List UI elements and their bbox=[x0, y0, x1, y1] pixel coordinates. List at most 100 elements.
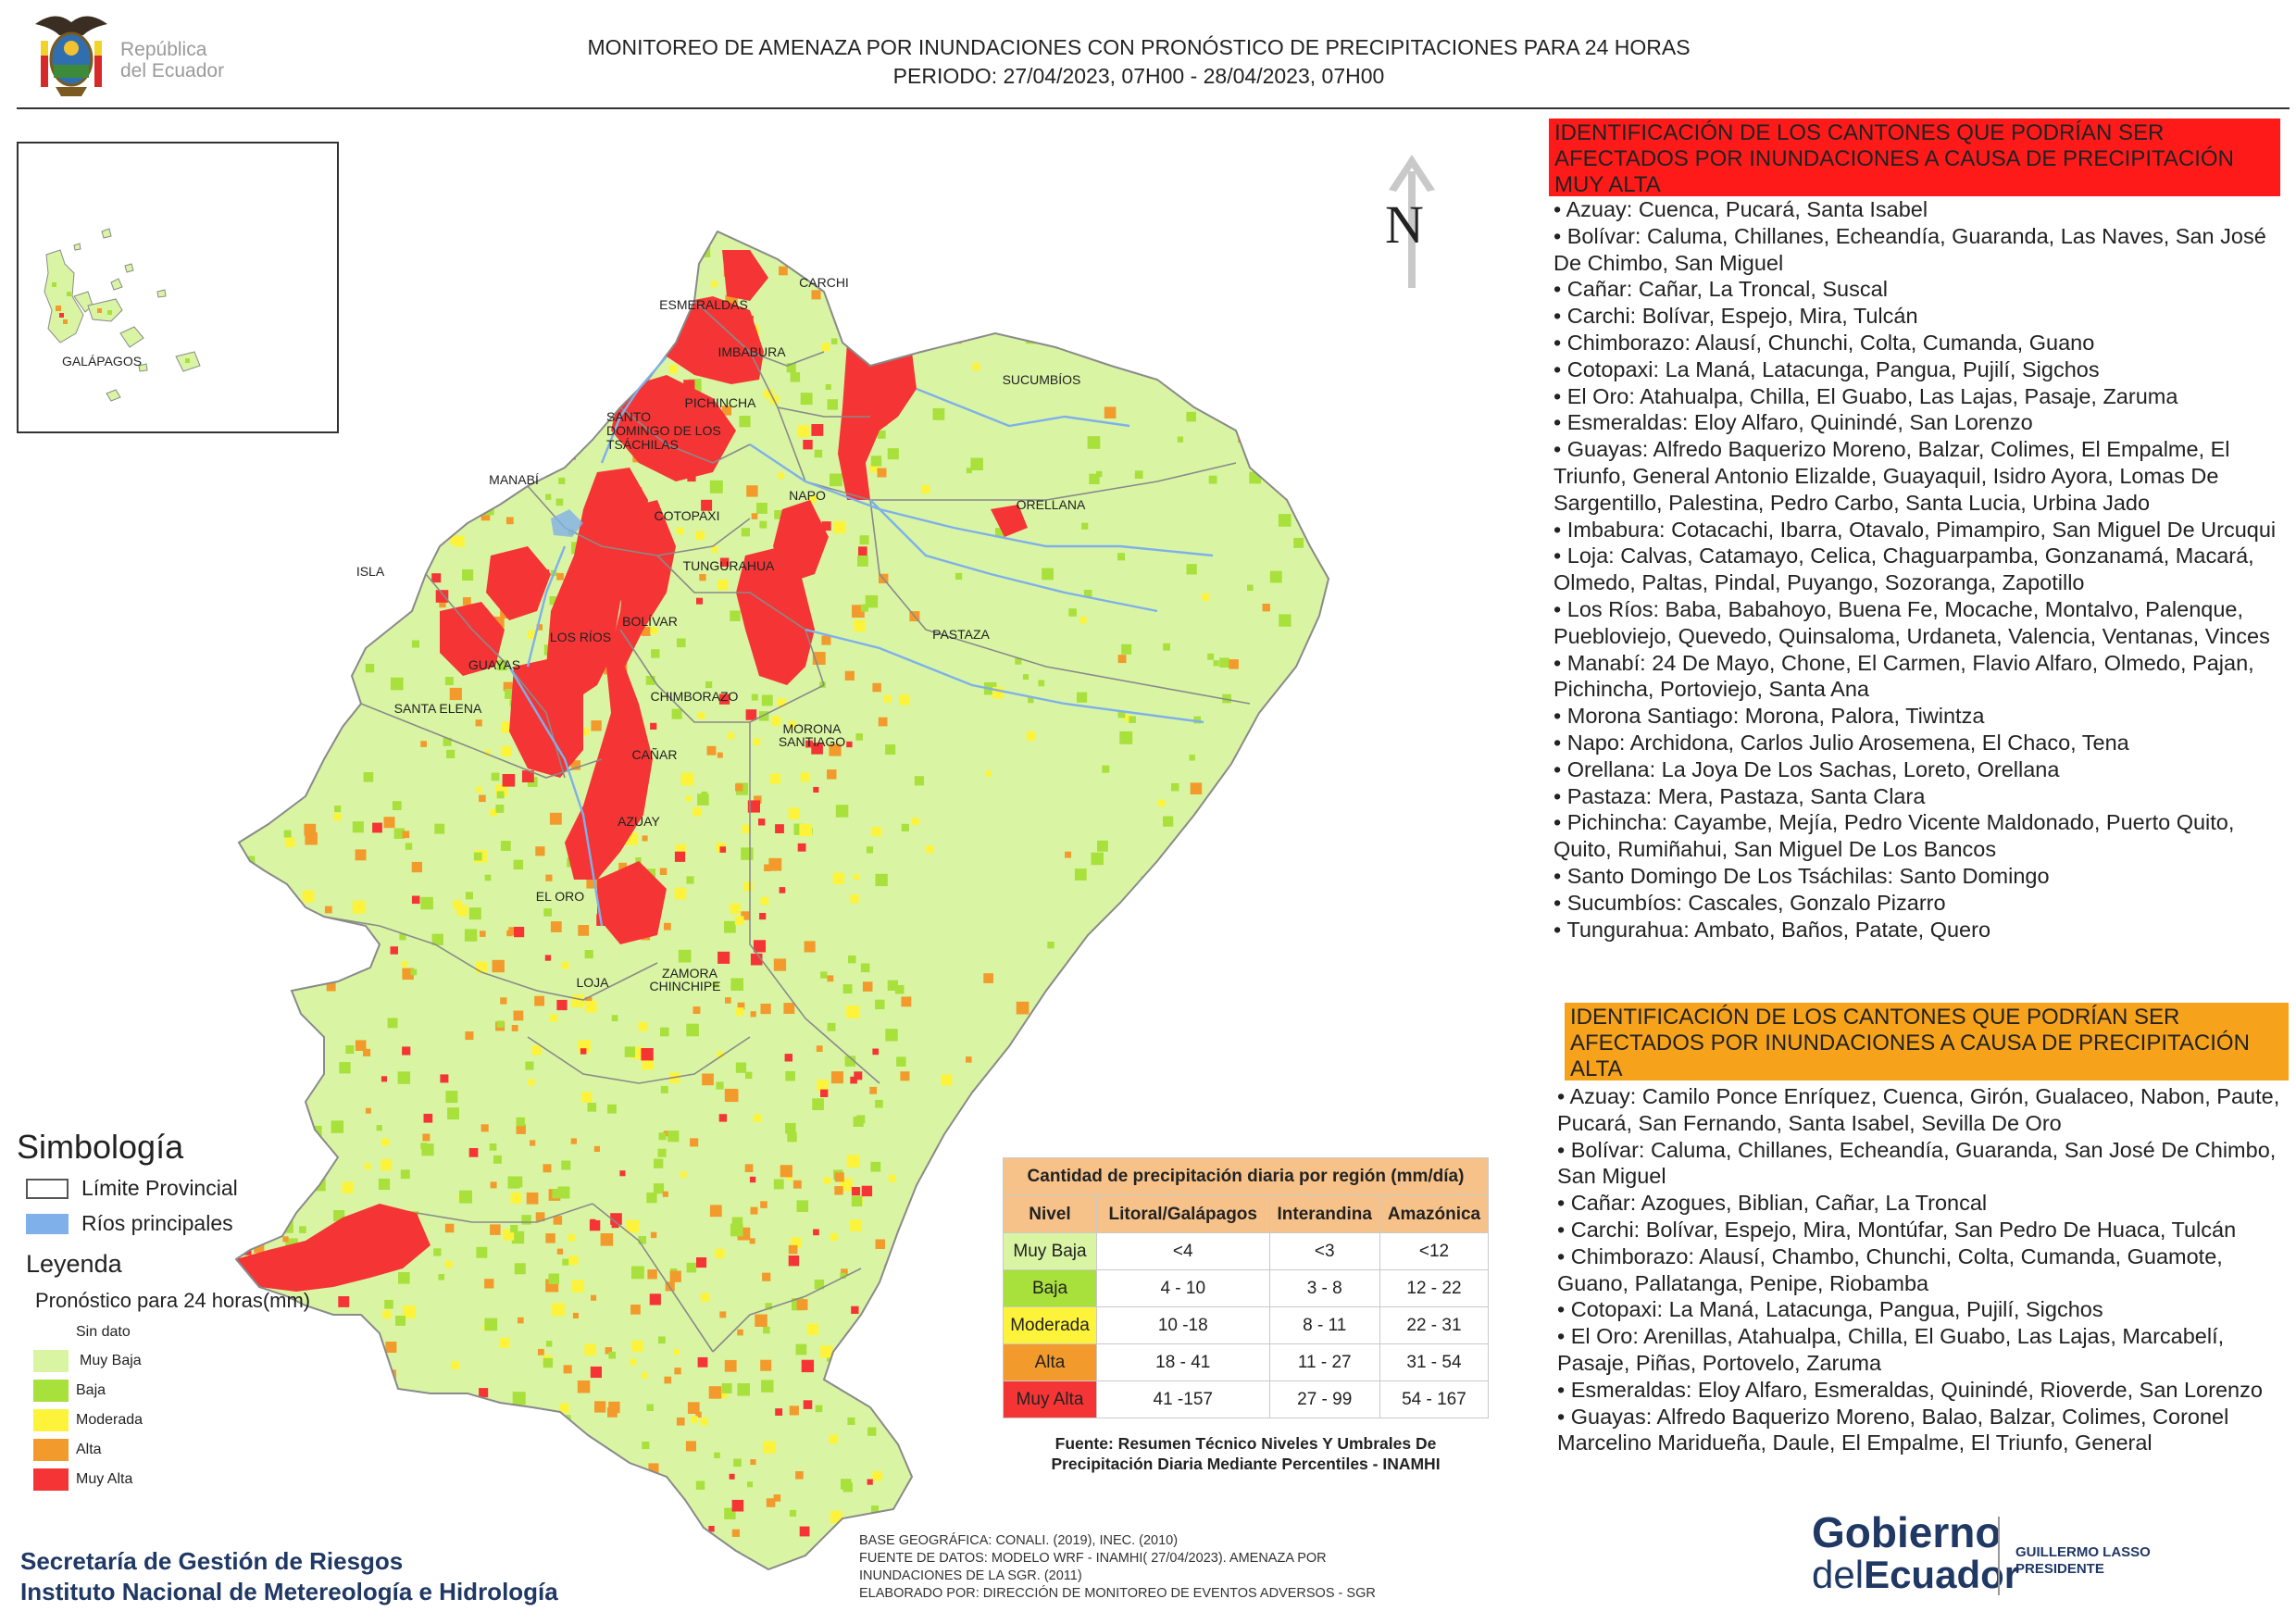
gov-separator bbox=[1998, 1517, 2000, 1595]
muy-alta-item: • Los Ríos: Baba, Babahoyo, Buena Fe, Mo… bbox=[1554, 596, 2270, 648]
logo-text-line2: del Ecuador bbox=[120, 60, 225, 81]
label-chimborazo: CHIMBORAZO bbox=[651, 689, 739, 704]
table-cell-nivel: Muy Baja bbox=[1003, 1232, 1097, 1270]
label-morona-1: MORONA bbox=[783, 721, 842, 736]
th-interandina: Interandina bbox=[1268, 1195, 1380, 1233]
credits-fuente: FUENTE DE DATOS: MODELO WRF - INAMHI( 27… bbox=[859, 1551, 1327, 1566]
pres-name: GUILLERMO LASSO bbox=[2015, 1544, 2151, 1560]
label-manabi: MANABÍ bbox=[489, 472, 539, 487]
muy-alta-item: • Tungurahua: Ambato, Baños, Patate, Que… bbox=[1554, 917, 1991, 942]
north-arrow-icon bbox=[1389, 155, 1435, 288]
th-amazonica: Amazónica bbox=[1379, 1195, 1490, 1233]
muy-alta-item: • Imbabura: Cotacachi, Ibarra, Otavalo, … bbox=[1554, 517, 2277, 542]
muy-alta-zones bbox=[236, 250, 1028, 1292]
sin-dato-swatch bbox=[33, 1321, 69, 1343]
label-canar: CAÑAR bbox=[631, 747, 677, 762]
label-napo: NAPO bbox=[789, 488, 826, 503]
table-row: Alta 18 - 41 11 - 27 31 - 54 bbox=[1003, 1343, 1490, 1381]
label-azuay: AZUAY bbox=[618, 814, 660, 829]
muy-alta-swatch bbox=[33, 1468, 69, 1491]
label-bolivar: BOLÍVAR bbox=[622, 614, 678, 629]
muy-alta-item: • Carchi: Bolívar, Espejo, Mira, Tulcán bbox=[1554, 304, 1918, 329]
main-rivers bbox=[507, 356, 1214, 927]
label-pastaza: PASTAZA bbox=[932, 627, 990, 642]
rios-swatch bbox=[26, 1214, 69, 1234]
label-esmeraldas: ESMERALDAS bbox=[659, 297, 748, 312]
table-row: Muy Alta 41 -157 27 - 99 54 - 167 bbox=[1003, 1380, 1490, 1418]
sin-dato-label: Sin dato bbox=[76, 1324, 131, 1340]
muy-alta-item: • Azuay: Cuenca, Pucará, Santa Isabel bbox=[1554, 197, 1928, 221]
muy-alta-item: • El Oro: Atahualpa, Chilla, El Guabo, L… bbox=[1554, 383, 2178, 408]
gov-del: del bbox=[1812, 1553, 1865, 1596]
alta-item: • Bolívar: Caluma, Chillanes, Echeandía,… bbox=[1557, 1137, 2277, 1189]
label-santo-domingo-1: SANTO bbox=[606, 409, 651, 424]
label-cotopaxi: COTOPAXI bbox=[654, 508, 719, 523]
moderada-swatch bbox=[33, 1409, 69, 1431]
muy-alta-item: • Bolívar: Caluma, Chillanes, Echeandía,… bbox=[1554, 223, 2266, 275]
rios-label: Ríos principales bbox=[81, 1211, 233, 1235]
label-orellana: ORELLANA bbox=[1017, 497, 1086, 512]
provincial-boundaries bbox=[323, 300, 1251, 1353]
province-labels: CARCHI ESMERALDAS IMBABURA SUCUMBÍOS PIC… bbox=[356, 275, 1086, 993]
muy-baja-swatch bbox=[33, 1350, 69, 1372]
gov-ecuador: delEcuador bbox=[1812, 1554, 2019, 1596]
galapagos-inset: GALÁPAGOS bbox=[17, 142, 339, 433]
map-credits: BASE GEOGRÁFICA: CONALI. (2019), INEC. (… bbox=[859, 1532, 1376, 1603]
label-santa-elena: SANTA ELENA bbox=[394, 701, 482, 716]
alta-item: • Carchi: Bolívar, Espejo, Mira, Montúfa… bbox=[1557, 1217, 2237, 1242]
pres-title: PRESIDENTE bbox=[2015, 1561, 2104, 1577]
credits-elaborado: ELABORADO POR: DIRECCIÓN DE MONITOREO DE… bbox=[859, 1586, 1376, 1601]
logo-text-line1: República bbox=[120, 39, 207, 60]
label-sucumbios: SUCUMBÍOS bbox=[1003, 372, 1081, 387]
muy-alta-label: Muy Alta bbox=[76, 1471, 133, 1487]
table-cell-amazonica: 54 - 167 bbox=[1379, 1380, 1490, 1418]
muy-alta-item: • Esmeraldas: Eloy Alfaro, Quinindé, San… bbox=[1554, 410, 2033, 435]
baja-swatch bbox=[33, 1380, 69, 1402]
gobierno-logo: Gobierno delEcuador GUILLERMO LASSO PRES… bbox=[1801, 1509, 2171, 1611]
inset-label-galapagos: GALÁPAGOS bbox=[62, 354, 142, 369]
table-cell-amazonica: 31 - 54 bbox=[1379, 1343, 1490, 1381]
moderada-label: Moderada bbox=[76, 1412, 144, 1428]
alta-item: • El Oro: Arenillas, Atahualpa, Chilla, … bbox=[1557, 1324, 2225, 1375]
table-cell-litoral: 41 -157 bbox=[1096, 1380, 1270, 1418]
alta-heading: IDENTIFICACIÓN DE LOS CANTONES QUE PODRÍ… bbox=[1565, 1003, 2289, 1081]
leyenda-title: Leyenda bbox=[26, 1250, 122, 1278]
galapagos-map: GALÁPAGOS bbox=[44, 228, 201, 402]
table-cell-litoral: 4 - 10 bbox=[1096, 1269, 1270, 1307]
agency-sgr: Secretaría de Gestión de Riesgos bbox=[20, 1547, 404, 1575]
table-cell-interandina: 8 - 11 bbox=[1268, 1306, 1380, 1344]
table-cell-amazonica: <12 bbox=[1379, 1232, 1490, 1270]
muy-alta-canton-list: • Azuay: Cuenca, Pucará, Santa Isabel • B… bbox=[1554, 196, 2285, 943]
muy-alta-item: • Orellana: La Joya De Los Sachas, Loret… bbox=[1554, 756, 2060, 781]
muy-alta-item: • Santo Domingo De Los Tsáchilas: Santo … bbox=[1554, 863, 2050, 888]
header-divider bbox=[17, 107, 2290, 109]
alta-item: • Guayas: Alfredo Baquerizo Moreno, Bala… bbox=[1557, 1404, 2229, 1455]
alta-item: • Azuay: Camilo Ponce Enríquez, Cuenca, … bbox=[1557, 1084, 2280, 1135]
muy-alta-item: • Pastaza: Mera, Pastaza, Santa Clara bbox=[1554, 783, 1926, 808]
muy-alta-item: • Pichincha: Cayambe, Mejía, Pedro Vicen… bbox=[1554, 810, 2235, 862]
credits-base: BASE GEOGRÁFICA: CONALI. (2019), INEC. (… bbox=[859, 1533, 1179, 1548]
agency-inamhi: Instituto Nacional de Metereología e Hid… bbox=[20, 1578, 558, 1605]
alta-item: • Cañar: Azogues, Biblian, Cañar, La Tro… bbox=[1557, 1191, 1988, 1216]
label-zamora-1: ZAMORA bbox=[662, 966, 718, 981]
muy-alta-item: • Napo: Archidona, Carlos Julio Arosemen… bbox=[1554, 730, 2129, 755]
table-cell-nivel: Alta bbox=[1003, 1343, 1097, 1381]
muy-alta-heading: IDENTIFICACIÓN DE LOS CANTONES QUE PODRÍ… bbox=[1549, 119, 2280, 197]
label-tungurahua: TUNGURAHUA bbox=[683, 558, 775, 573]
title-period: PERIODO: 27/04/2023, 07H00 - 28/04/2023,… bbox=[892, 64, 1385, 88]
label-carchi: CARCHI bbox=[799, 275, 849, 290]
map-title: MONITOREO DE AMENAZA POR INUNDACIONES CO… bbox=[398, 33, 1879, 91]
table-cell-nivel: Moderada bbox=[1003, 1306, 1097, 1344]
gov-gobierno: Gobierno bbox=[1812, 1508, 2002, 1556]
agency-names: Secretaría de Gestión de Riesgos Institu… bbox=[20, 1546, 558, 1607]
table-cell-amazonica: 22 - 31 bbox=[1379, 1306, 1490, 1344]
table-source-line2: Precipitación Diaria Mediante Percentile… bbox=[1051, 1455, 1441, 1473]
table-cell-interandina: <3 bbox=[1268, 1232, 1380, 1270]
credits-fuente-2: INUNDACIONES DE LA SGR. (2011) bbox=[859, 1568, 1082, 1583]
alta-item: • Chimborazo: Alausí, Chambo, Chunchi, C… bbox=[1557, 1243, 2223, 1295]
title-line1: MONITOREO DE AMENAZA POR INUNDACIONES CO… bbox=[587, 35, 1691, 59]
table-source-line1: Fuente: Resumen Técnico Niveles Y Umbral… bbox=[1054, 1434, 1437, 1453]
table-body: Muy Baja <4 <3 <12 Baja 4 - 10 3 - 8 12 - 22 Mod… bbox=[1003, 1232, 1490, 1418]
gov-ecuador-word: Ecuador bbox=[1864, 1553, 2020, 1596]
label-zamora-2: CHINCHIPE bbox=[649, 979, 720, 993]
